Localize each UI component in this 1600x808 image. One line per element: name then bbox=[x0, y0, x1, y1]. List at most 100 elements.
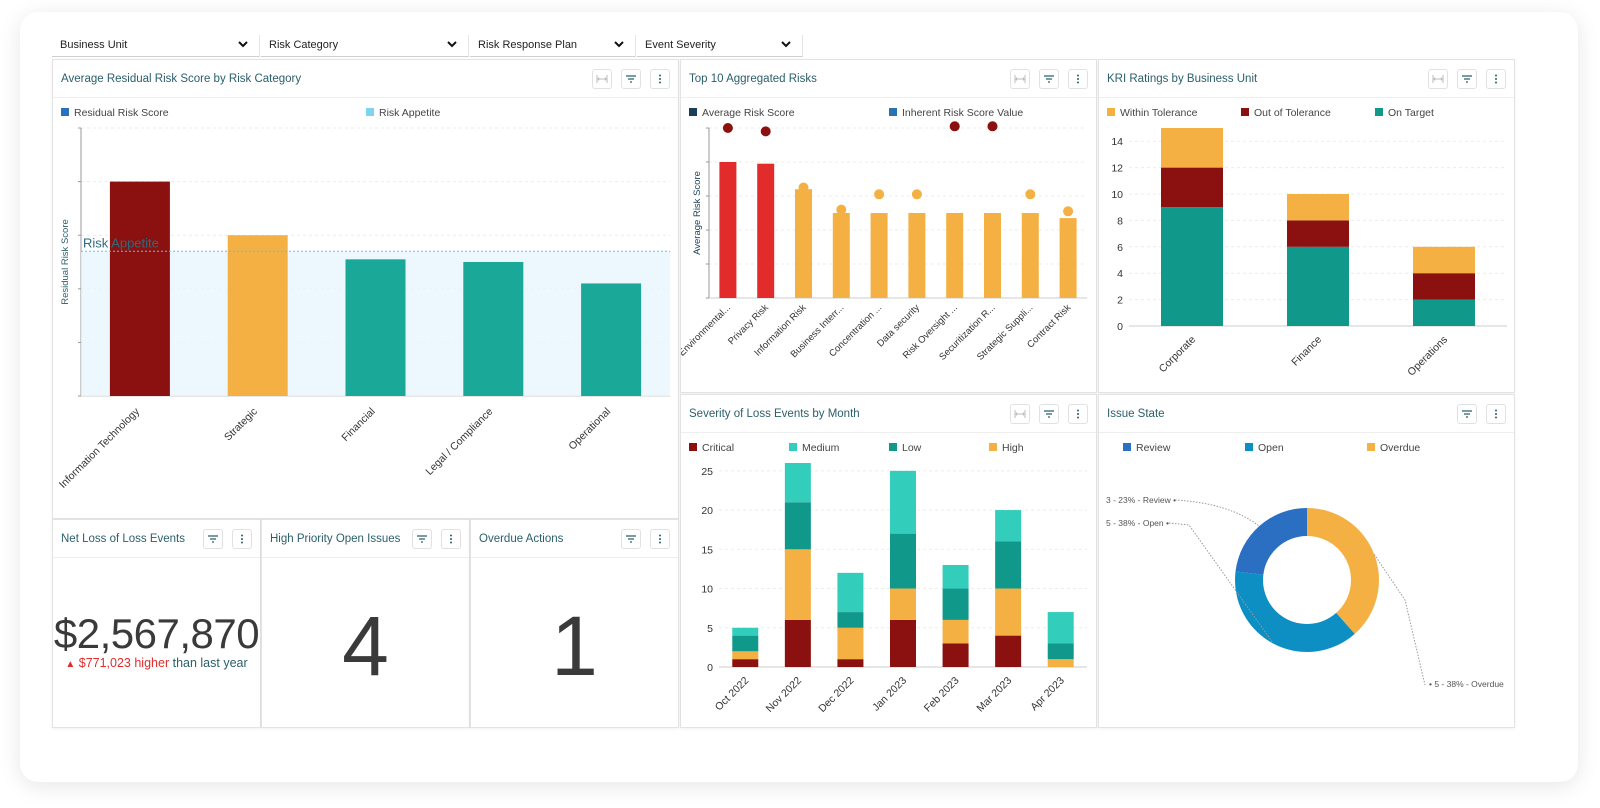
high-priority-value: 4 bbox=[342, 599, 389, 693]
stacked-bar-segment bbox=[890, 533, 916, 589]
more-options-button[interactable] bbox=[1068, 69, 1088, 89]
expand-button[interactable] bbox=[592, 69, 612, 89]
filter-icon bbox=[1044, 75, 1054, 83]
legend-item[interactable]: High bbox=[989, 442, 1024, 454]
legend-swatch bbox=[1123, 443, 1131, 451]
filter-business-unit[interactable]: Business Unit bbox=[52, 35, 260, 57]
stacked-bar-segment bbox=[732, 651, 759, 660]
legend-item[interactable]: On Target bbox=[1375, 107, 1434, 119]
net-loss-delta: ▲ $771,023 higher than last year bbox=[53, 656, 260, 670]
x-tick-label: Dec 2022 bbox=[816, 675, 856, 715]
more-options-button[interactable] bbox=[1486, 404, 1506, 424]
filter-button[interactable] bbox=[203, 529, 223, 549]
more-vertical-icon bbox=[659, 74, 661, 84]
legend-item[interactable]: Low bbox=[889, 442, 921, 454]
panel-title: Overdue Actions bbox=[479, 533, 564, 545]
legend-label: Open bbox=[1258, 442, 1284, 454]
legend-item[interactable]: Within Tolerance bbox=[1107, 107, 1197, 119]
legend-item[interactable]: Inherent Risk Score Value bbox=[889, 107, 1023, 119]
expand-button[interactable] bbox=[1010, 404, 1030, 424]
legend-item[interactable]: Out of Tolerance bbox=[1241, 107, 1331, 119]
filter-button[interactable] bbox=[412, 529, 432, 549]
panel-divider bbox=[1099, 432, 1514, 433]
filter-button[interactable] bbox=[1457, 69, 1477, 89]
legend-swatch bbox=[789, 443, 797, 451]
legend-item[interactable]: Overdue bbox=[1367, 442, 1420, 454]
panel-title: High Priority Open Issues bbox=[270, 533, 401, 545]
legend-label: Within Tolerance bbox=[1120, 107, 1198, 119]
stacked-bar-segment bbox=[1047, 643, 1074, 660]
donut-slice bbox=[1235, 508, 1307, 575]
residual-risk-chart: Information Technology Strategic Financial… bbox=[57, 127, 670, 491]
x-tick-label: Jan 2023 bbox=[870, 675, 909, 714]
bar bbox=[946, 213, 964, 298]
y-tick-label: 6 bbox=[1117, 242, 1123, 254]
legend-label: Critical bbox=[702, 442, 735, 454]
expand-button[interactable] bbox=[1428, 69, 1448, 89]
bar bbox=[109, 181, 170, 396]
filter-button[interactable] bbox=[1039, 404, 1059, 424]
y-tick-label: 14 bbox=[1111, 136, 1123, 148]
filter-icon bbox=[1044, 410, 1054, 418]
bar bbox=[345, 259, 406, 396]
stacked-bar-segment bbox=[890, 619, 916, 667]
legend-label: Medium bbox=[802, 442, 840, 454]
filter-risk-response-plan[interactable]: Risk Response Plan bbox=[470, 35, 636, 57]
legend-item[interactable]: Risk Appetite bbox=[366, 107, 440, 119]
filter-button[interactable] bbox=[1457, 404, 1477, 424]
inherent-score-dot bbox=[911, 189, 922, 200]
inherent-score-dot bbox=[987, 121, 998, 132]
legend-item[interactable]: Residual Risk Score bbox=[61, 107, 169, 119]
panel-top10-risks: Top 10 Aggregated Risks Average Risk Sco… bbox=[680, 59, 1097, 393]
more-options-button[interactable] bbox=[441, 529, 461, 549]
filter-icon bbox=[1462, 75, 1472, 83]
filter-button[interactable] bbox=[1039, 69, 1059, 89]
arrow-up-icon: ▲ bbox=[65, 659, 76, 670]
legend-label: Out of Tolerance bbox=[1254, 107, 1331, 119]
legend-item[interactable]: Review bbox=[1123, 442, 1170, 454]
legend-item[interactable]: Medium bbox=[789, 442, 839, 454]
filter-button[interactable] bbox=[621, 69, 641, 89]
expand-button[interactable] bbox=[1010, 69, 1030, 89]
legend-swatch bbox=[366, 108, 374, 116]
x-tick-label: Mar 2023 bbox=[974, 675, 1014, 715]
panel-net-loss: Net Loss of Loss Events $2,567,870 ▲ $77… bbox=[52, 519, 261, 728]
filter-icon bbox=[208, 535, 218, 543]
filter-label: Risk Category bbox=[269, 39, 339, 51]
legend-swatch bbox=[61, 108, 69, 116]
more-options-button[interactable] bbox=[650, 529, 670, 549]
y-tick-label: 0 bbox=[707, 662, 713, 674]
stacked-bar-segment bbox=[1287, 194, 1349, 221]
x-tick-label: Feb 2023 bbox=[922, 675, 962, 715]
filter-button[interactable] bbox=[621, 529, 641, 549]
overdue-actions-value: 1 bbox=[551, 599, 598, 693]
filter-risk-category[interactable]: Risk Category bbox=[261, 35, 469, 57]
bar bbox=[757, 163, 775, 298]
filter-event-severity[interactable]: Event Severity bbox=[637, 35, 803, 57]
stacked-bar-segment bbox=[732, 627, 759, 636]
donut-label: • 5 - 38% - Overdue bbox=[1429, 679, 1504, 689]
legend-swatch bbox=[1107, 108, 1115, 116]
more-options-button[interactable] bbox=[650, 69, 670, 89]
y-tick-label: 20 bbox=[701, 505, 713, 517]
more-options-button[interactable] bbox=[232, 529, 252, 549]
legend-item[interactable]: Open bbox=[1245, 442, 1284, 454]
legend-swatch bbox=[1367, 443, 1375, 451]
bar bbox=[463, 262, 524, 396]
more-vertical-icon bbox=[241, 534, 243, 544]
more-options-button[interactable] bbox=[1486, 69, 1506, 89]
bar bbox=[832, 213, 850, 298]
y-tick-label: 5 bbox=[707, 623, 713, 635]
bar bbox=[719, 162, 737, 298]
panel-issue-state: Issue State Review Open Overdue 3 - 23% … bbox=[1098, 394, 1515, 728]
x-tick-label: Apr 2023 bbox=[1028, 675, 1067, 714]
panel-severity-loss: Severity of Loss Events by Month Critica… bbox=[680, 394, 1097, 728]
delta-suffix: than last year bbox=[172, 656, 248, 670]
more-options-button[interactable] bbox=[1068, 404, 1088, 424]
stacked-bar-segment bbox=[1161, 207, 1223, 326]
legend-item[interactable]: Critical bbox=[689, 442, 734, 454]
panel-title: Net Loss of Loss Events bbox=[61, 533, 186, 545]
filter-icon bbox=[1462, 410, 1472, 418]
legend-item[interactable]: Average Risk Score bbox=[689, 107, 795, 119]
stacked-bar-segment bbox=[837, 627, 864, 660]
